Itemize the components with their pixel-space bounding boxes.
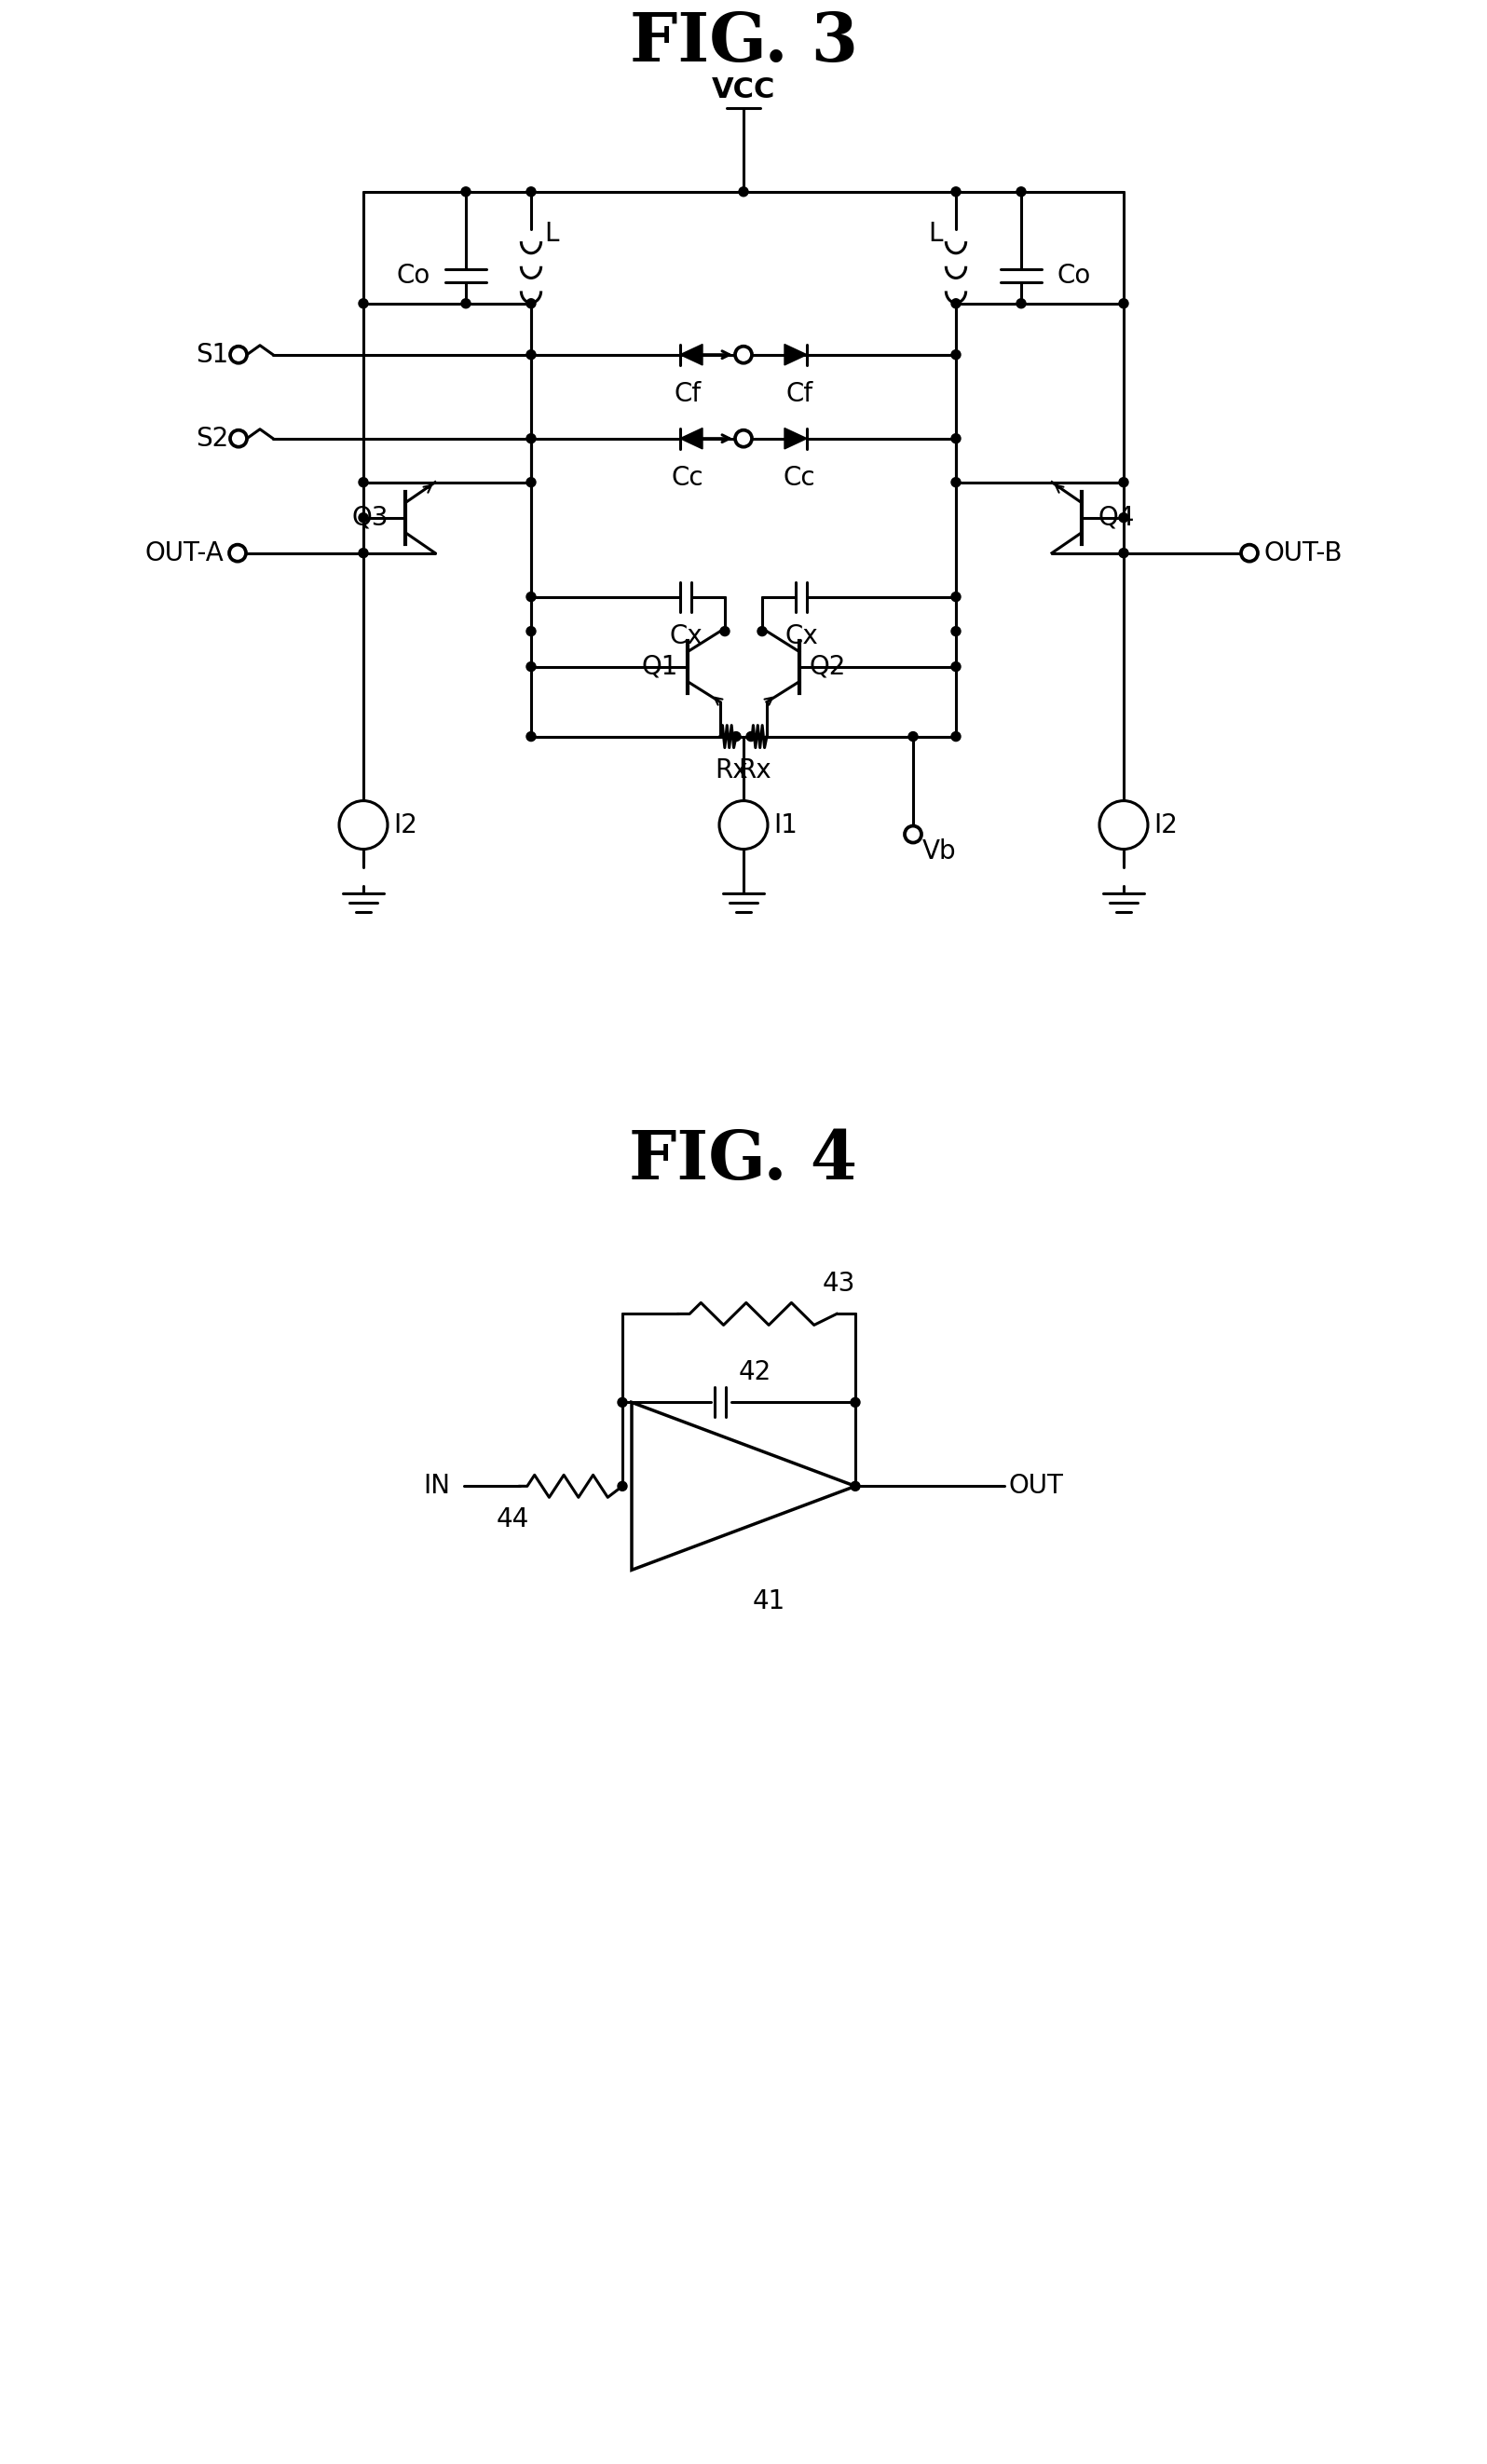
Circle shape: [735, 431, 752, 446]
Circle shape: [526, 298, 535, 308]
Circle shape: [757, 626, 767, 636]
Polygon shape: [785, 429, 807, 448]
Text: L: L: [928, 222, 943, 246]
Circle shape: [461, 187, 470, 197]
Circle shape: [1120, 298, 1129, 308]
Text: Cf: Cf: [674, 382, 702, 407]
Text: 42: 42: [739, 1360, 772, 1385]
Circle shape: [1120, 513, 1129, 522]
Text: Co: Co: [1057, 264, 1090, 288]
Text: Cx: Cx: [785, 623, 818, 648]
Circle shape: [952, 434, 961, 444]
Text: Co: Co: [397, 264, 430, 288]
Circle shape: [526, 350, 535, 360]
Circle shape: [526, 732, 535, 742]
Circle shape: [461, 298, 470, 308]
Polygon shape: [680, 429, 702, 448]
Circle shape: [1120, 478, 1129, 488]
Circle shape: [952, 626, 961, 636]
Text: L: L: [544, 222, 559, 246]
Circle shape: [617, 1481, 628, 1491]
Text: Rx: Rx: [715, 756, 748, 784]
Circle shape: [358, 549, 367, 557]
Text: Q2: Q2: [809, 653, 846, 680]
Text: Q1: Q1: [641, 653, 678, 680]
Circle shape: [732, 732, 741, 742]
Circle shape: [952, 187, 961, 197]
Circle shape: [526, 591, 535, 601]
Text: I2: I2: [1154, 813, 1178, 838]
Circle shape: [229, 545, 245, 562]
Circle shape: [617, 1397, 628, 1407]
Circle shape: [1242, 545, 1258, 562]
Text: Q4: Q4: [1099, 505, 1135, 530]
Circle shape: [904, 825, 922, 843]
Text: Cc: Cc: [672, 466, 703, 490]
Circle shape: [526, 626, 535, 636]
Text: 44: 44: [497, 1506, 529, 1533]
Circle shape: [526, 434, 535, 444]
Text: I2: I2: [393, 813, 418, 838]
Text: 43: 43: [822, 1271, 855, 1296]
Circle shape: [358, 478, 367, 488]
Circle shape: [952, 663, 961, 670]
Circle shape: [1099, 801, 1148, 850]
Polygon shape: [680, 345, 702, 365]
Text: Rx: Rx: [738, 756, 772, 784]
Circle shape: [851, 1481, 859, 1491]
Text: I1: I1: [773, 813, 797, 838]
Text: 41: 41: [752, 1589, 785, 1614]
Circle shape: [1017, 187, 1026, 197]
Circle shape: [526, 663, 535, 670]
Circle shape: [1017, 298, 1026, 308]
Circle shape: [1120, 549, 1129, 557]
Circle shape: [735, 347, 752, 362]
Circle shape: [358, 298, 367, 308]
Text: Cf: Cf: [785, 382, 813, 407]
Circle shape: [909, 732, 917, 742]
Circle shape: [358, 513, 367, 522]
Text: Cc: Cc: [784, 466, 815, 490]
Circle shape: [952, 591, 961, 601]
Circle shape: [720, 626, 730, 636]
Text: OUT: OUT: [1010, 1473, 1063, 1498]
Text: Vb: Vb: [922, 838, 956, 865]
Circle shape: [952, 350, 961, 360]
Circle shape: [739, 187, 748, 197]
Polygon shape: [785, 345, 807, 365]
Text: OUT-B: OUT-B: [1264, 540, 1343, 567]
Circle shape: [952, 478, 961, 488]
Text: FIG. 4: FIG. 4: [629, 1126, 858, 1193]
Circle shape: [952, 732, 961, 742]
Circle shape: [720, 801, 767, 850]
Circle shape: [230, 347, 247, 362]
Text: Q3: Q3: [352, 505, 388, 530]
Text: S2: S2: [195, 426, 229, 451]
Text: VCC: VCC: [712, 76, 775, 103]
Text: FIG. 3: FIG. 3: [629, 10, 858, 76]
Text: IN: IN: [422, 1473, 451, 1498]
Text: S1: S1: [195, 342, 229, 367]
Circle shape: [339, 801, 388, 850]
Circle shape: [746, 732, 755, 742]
Text: OUT-A: OUT-A: [144, 540, 223, 567]
Circle shape: [952, 298, 961, 308]
Circle shape: [526, 478, 535, 488]
Text: Cx: Cx: [669, 623, 702, 648]
Circle shape: [851, 1397, 859, 1407]
Circle shape: [526, 187, 535, 197]
Circle shape: [230, 431, 247, 446]
